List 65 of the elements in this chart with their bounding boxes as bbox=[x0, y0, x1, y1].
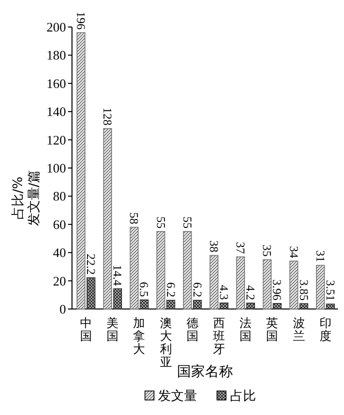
data-label: 35 bbox=[260, 244, 274, 257]
y-tick-label: 40 bbox=[53, 245, 66, 260]
data-label: 37 bbox=[234, 242, 248, 254]
data-label: 128 bbox=[100, 108, 115, 126]
bar bbox=[262, 259, 272, 310]
bar bbox=[183, 231, 192, 310]
bar bbox=[299, 303, 308, 310]
y-tick-label: 0 bbox=[60, 302, 66, 316]
bar bbox=[113, 288, 122, 310]
x-tick-label: 德国 bbox=[186, 316, 198, 343]
data-label: 4.3 bbox=[217, 284, 231, 300]
bar bbox=[156, 231, 166, 310]
bar bbox=[326, 304, 335, 310]
legend-label: 占比 bbox=[230, 389, 256, 404]
y-tick-label: 20 bbox=[53, 273, 66, 288]
bar bbox=[166, 300, 176, 310]
data-label: 3.96 bbox=[270, 279, 284, 300]
y-tick-label: 140 bbox=[46, 104, 66, 120]
data-label: 3.85 bbox=[296, 280, 311, 301]
data-label: 4.2 bbox=[244, 285, 258, 300]
bar bbox=[140, 299, 149, 310]
bar bbox=[220, 302, 228, 310]
data-label: 34 bbox=[286, 246, 301, 258]
x-tick-label: 印度 bbox=[319, 316, 332, 343]
bar bbox=[210, 255, 218, 310]
data-label: 55 bbox=[154, 216, 168, 228]
bar bbox=[103, 128, 112, 310]
data-label: 55 bbox=[180, 216, 194, 228]
x-tick-label: 英国 bbox=[266, 316, 278, 343]
bar bbox=[246, 302, 255, 310]
bar bbox=[86, 277, 96, 310]
x-tick-label: 中国 bbox=[80, 316, 92, 343]
y-tick-label: 60 bbox=[53, 216, 66, 232]
y-tick-label: 120 bbox=[46, 132, 66, 148]
y-axis-title: 占比/% 发文量/篇 bbox=[11, 170, 42, 226]
x-tick-label: 西班牙 bbox=[213, 316, 225, 356]
y-tick-label: 100 bbox=[46, 160, 66, 176]
x-axis-title: 国家名称 bbox=[177, 364, 233, 380]
data-label: 196 bbox=[74, 12, 88, 30]
y-tick-label: 160 bbox=[46, 76, 66, 91]
y-tick-label: 180 bbox=[46, 48, 66, 63]
x-tick-label: 加拿大 bbox=[133, 316, 146, 356]
legend-label: 发文量 bbox=[158, 389, 197, 404]
data-label: 31 bbox=[313, 250, 328, 262]
bar bbox=[289, 260, 298, 310]
bar bbox=[193, 300, 202, 310]
bar bbox=[76, 32, 86, 310]
data-label: 6.2 bbox=[190, 282, 204, 298]
data-label: 3.51 bbox=[323, 280, 338, 302]
data-label: 22.2 bbox=[84, 254, 98, 275]
x-tick-label: 美国 bbox=[106, 316, 119, 343]
bar bbox=[236, 256, 245, 310]
bar bbox=[272, 303, 282, 310]
data-label: 6.2 bbox=[164, 282, 178, 298]
x-tick-label: 波兰 bbox=[292, 316, 305, 343]
data-label: 38 bbox=[207, 240, 221, 252]
y-tick-label: 200 bbox=[46, 20, 66, 34]
data-label: 14.4 bbox=[110, 264, 125, 286]
y-tick-label: 80 bbox=[53, 188, 66, 204]
x-tick-label: 澳大利亚 bbox=[160, 316, 172, 369]
data-label: 6.5 bbox=[137, 282, 152, 297]
x-tick-label: 法国 bbox=[240, 316, 252, 343]
data-label: 58 bbox=[127, 212, 142, 224]
bar bbox=[130, 226, 139, 310]
bar bbox=[316, 264, 325, 310]
